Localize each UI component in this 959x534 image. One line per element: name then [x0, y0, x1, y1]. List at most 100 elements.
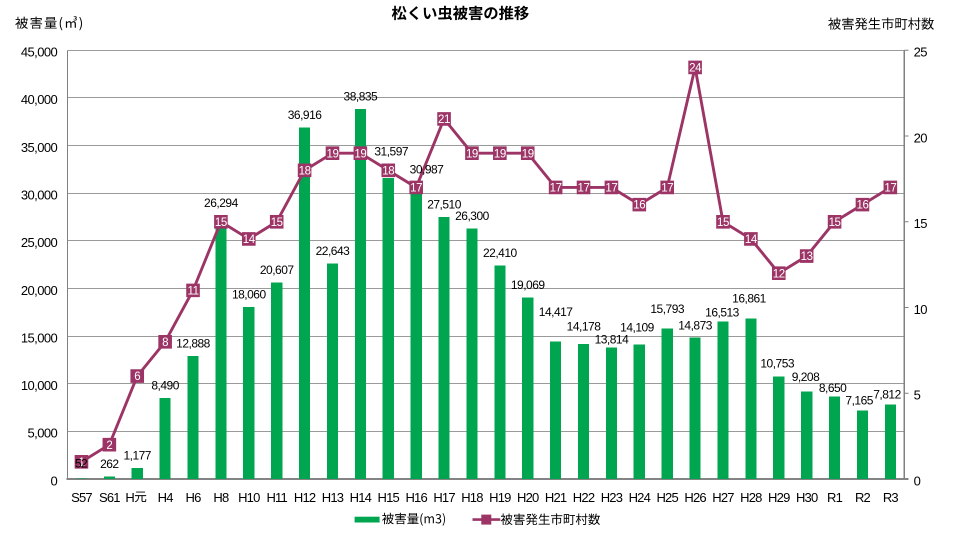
svg-text:19,069: 19,069 — [511, 278, 546, 292]
svg-text:45,000: 45,000 — [21, 45, 58, 60]
svg-text:21: 21 — [438, 114, 450, 126]
svg-text:7,165: 7,165 — [845, 393, 873, 407]
svg-text:0: 0 — [50, 473, 57, 488]
svg-text:6: 6 — [134, 371, 140, 383]
svg-text:22,410: 22,410 — [483, 246, 518, 260]
svg-text:H10: H10 — [238, 490, 260, 505]
svg-text:11: 11 — [187, 285, 198, 297]
svg-text:17: 17 — [661, 183, 673, 195]
svg-text:19: 19 — [354, 148, 366, 160]
svg-text:12: 12 — [773, 268, 785, 280]
svg-text:15: 15 — [914, 216, 928, 231]
svg-text:15,000: 15,000 — [21, 330, 58, 345]
svg-text:5: 5 — [914, 388, 921, 403]
svg-text:2: 2 — [106, 440, 112, 452]
svg-text:16: 16 — [856, 200, 868, 212]
svg-text:52: 52 — [75, 457, 88, 471]
svg-text:25: 25 — [914, 45, 928, 60]
svg-text:H21: H21 — [545, 490, 567, 505]
svg-text:10,000: 10,000 — [21, 378, 58, 393]
svg-text:S61: S61 — [99, 490, 120, 505]
svg-text:14: 14 — [243, 234, 256, 246]
svg-text:H16: H16 — [405, 490, 427, 505]
svg-text:16,861: 16,861 — [732, 292, 767, 306]
svg-text:19: 19 — [466, 148, 478, 160]
svg-text:14,109: 14,109 — [620, 321, 655, 335]
svg-text:H29: H29 — [768, 490, 790, 505]
svg-text:13: 13 — [801, 251, 813, 263]
svg-text:H6: H6 — [186, 490, 202, 505]
svg-text:17: 17 — [605, 183, 617, 195]
svg-text:R1: R1 — [827, 490, 843, 505]
svg-text:19: 19 — [522, 148, 534, 160]
svg-text:14: 14 — [745, 234, 758, 246]
svg-text:35,000: 35,000 — [21, 140, 58, 155]
svg-text:H12: H12 — [294, 490, 316, 505]
svg-text:1,177: 1,177 — [123, 448, 151, 462]
svg-text:15: 15 — [215, 217, 227, 229]
svg-text:27,510: 27,510 — [427, 197, 462, 211]
svg-text:17: 17 — [884, 183, 896, 195]
svg-text:18,060: 18,060 — [232, 287, 267, 301]
svg-text:8,490: 8,490 — [151, 379, 179, 393]
svg-text:36,916: 36,916 — [288, 108, 323, 122]
svg-text:7,812: 7,812 — [873, 388, 901, 402]
svg-text:16: 16 — [633, 200, 645, 212]
svg-text:H26: H26 — [684, 490, 706, 505]
svg-text:H: H — [125, 490, 134, 505]
svg-text:H17: H17 — [433, 490, 455, 505]
svg-text:18: 18 — [382, 165, 394, 177]
svg-text:R3: R3 — [883, 490, 899, 505]
svg-text:24: 24 — [689, 63, 702, 75]
svg-text:30,987: 30,987 — [410, 163, 445, 177]
svg-text:25,000: 25,000 — [21, 235, 58, 250]
svg-text:13,814: 13,814 — [595, 333, 630, 347]
svg-text:17: 17 — [410, 183, 422, 195]
svg-text:17: 17 — [578, 183, 590, 195]
svg-text:17: 17 — [550, 183, 562, 195]
svg-text:15: 15 — [271, 217, 283, 229]
svg-text:H11: H11 — [266, 490, 287, 505]
svg-text:26,300: 26,300 — [455, 209, 490, 223]
svg-text:H4: H4 — [158, 490, 174, 505]
svg-text:14,178: 14,178 — [567, 320, 602, 334]
svg-text:9,208: 9,208 — [792, 370, 820, 384]
svg-text:1: 1 — [78, 457, 84, 469]
svg-text:H22: H22 — [573, 490, 595, 505]
svg-text:H20: H20 — [517, 490, 539, 505]
svg-text:20,000: 20,000 — [21, 283, 58, 298]
svg-text:H18: H18 — [461, 490, 483, 505]
svg-text:H28: H28 — [740, 490, 762, 505]
svg-text:15,793: 15,793 — [650, 302, 685, 316]
svg-text:20: 20 — [914, 130, 928, 145]
svg-text:40,000: 40,000 — [21, 92, 58, 107]
svg-text:H25: H25 — [656, 490, 678, 505]
svg-text:14,873: 14,873 — [678, 319, 713, 333]
svg-text:H27: H27 — [712, 490, 734, 505]
svg-text:12,888: 12,888 — [176, 337, 211, 351]
svg-text:22,643: 22,643 — [316, 244, 351, 258]
svg-text:H14: H14 — [350, 490, 372, 505]
svg-text:10,753: 10,753 — [760, 357, 795, 371]
svg-text:26,294: 26,294 — [204, 196, 239, 210]
svg-text:30,000: 30,000 — [21, 188, 58, 203]
svg-text:H23: H23 — [601, 490, 623, 505]
svg-text:19: 19 — [494, 148, 506, 160]
svg-text:10: 10 — [914, 302, 928, 317]
svg-text:5,000: 5,000 — [28, 426, 58, 441]
svg-text:8,650: 8,650 — [819, 381, 847, 395]
svg-text:H24: H24 — [629, 490, 651, 505]
svg-text:18: 18 — [299, 165, 311, 177]
svg-text:0: 0 — [914, 473, 921, 488]
svg-text:14,417: 14,417 — [539, 305, 574, 319]
svg-text:31,597: 31,597 — [374, 145, 409, 159]
svg-text:H15: H15 — [378, 490, 400, 505]
svg-text:H30: H30 — [796, 490, 818, 505]
svg-text:38,835: 38,835 — [344, 90, 379, 104]
svg-text:19: 19 — [326, 148, 338, 160]
svg-text:H13: H13 — [322, 490, 344, 505]
svg-text:H19: H19 — [489, 490, 511, 505]
svg-text:16,513: 16,513 — [705, 305, 740, 319]
svg-text:8: 8 — [162, 337, 168, 349]
svg-text:S57: S57 — [71, 490, 92, 505]
